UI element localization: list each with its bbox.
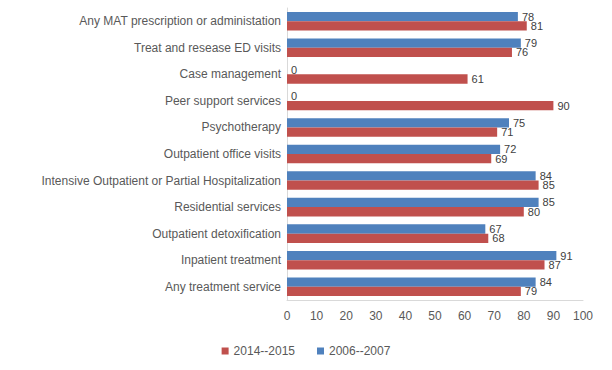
svg-text:79: 79 bbox=[525, 285, 537, 297]
svg-text:Any MAT prescription or admini: Any MAT prescription or administation bbox=[79, 14, 281, 28]
svg-text:0: 0 bbox=[284, 309, 291, 323]
svg-text:40: 40 bbox=[399, 309, 413, 323]
svg-text:91: 91 bbox=[560, 250, 572, 262]
svg-text:69: 69 bbox=[495, 153, 507, 165]
svg-text:67: 67 bbox=[489, 223, 502, 235]
svg-text:Any treatment service: Any treatment service bbox=[165, 280, 281, 294]
svg-text:Peer support services: Peer support services bbox=[165, 94, 281, 108]
svg-text:90: 90 bbox=[557, 100, 569, 112]
svg-text:50: 50 bbox=[428, 309, 442, 323]
svg-text:61: 61 bbox=[472, 73, 484, 85]
svg-text:81: 81 bbox=[531, 20, 543, 32]
svg-text:Outpatient office visits: Outpatient office visits bbox=[164, 147, 281, 161]
svg-text:Inpatient treatment: Inpatient treatment bbox=[181, 253, 282, 267]
svg-text:79: 79 bbox=[524, 37, 538, 50]
svg-text:Intensive Outpatient or Partia: Intensive Outpatient or Partial Hospital… bbox=[42, 174, 281, 188]
svg-text:20: 20 bbox=[340, 309, 354, 323]
svg-text:78: 78 bbox=[521, 10, 535, 23]
svg-text:80: 80 bbox=[517, 309, 531, 323]
svg-text:60: 60 bbox=[458, 309, 472, 323]
svg-text:0: 0 bbox=[291, 64, 297, 76]
svg-text:75: 75 bbox=[513, 117, 525, 129]
svg-text:Case management: Case management bbox=[180, 67, 282, 81]
svg-text:80: 80 bbox=[528, 206, 540, 218]
svg-text:2014--2015: 2014--2015 bbox=[234, 344, 296, 358]
svg-text:Residential services: Residential services bbox=[174, 200, 281, 214]
svg-text:87: 87 bbox=[549, 259, 561, 271]
svg-text:85: 85 bbox=[543, 179, 555, 191]
svg-text:Outpatient detoxification: Outpatient detoxification bbox=[152, 227, 281, 241]
svg-text:84: 84 bbox=[539, 169, 552, 182]
svg-text:10: 10 bbox=[310, 309, 324, 323]
svg-text:85: 85 bbox=[543, 196, 555, 208]
svg-text:90: 90 bbox=[547, 309, 561, 323]
svg-text:72: 72 bbox=[504, 143, 517, 156]
svg-text:Treat and resease ED visits: Treat and resease ED visits bbox=[134, 41, 281, 55]
svg-text:0: 0 bbox=[291, 90, 297, 102]
svg-text:71: 71 bbox=[501, 126, 513, 138]
svg-text:30: 30 bbox=[369, 309, 383, 323]
svg-text:2006--2007: 2006--2007 bbox=[329, 344, 391, 358]
svg-text:76: 76 bbox=[516, 46, 528, 58]
svg-text:Psychotherapy: Psychotherapy bbox=[202, 120, 281, 134]
svg-text:84: 84 bbox=[540, 276, 552, 288]
svg-text:68: 68 bbox=[492, 232, 504, 244]
svg-text:100: 100 bbox=[573, 309, 593, 323]
svg-text:70: 70 bbox=[488, 309, 502, 323]
